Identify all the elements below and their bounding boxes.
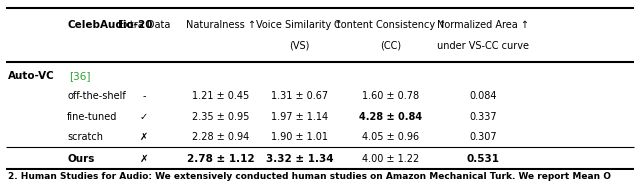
Text: -: - <box>142 91 146 101</box>
Text: ✗: ✗ <box>140 154 148 164</box>
Text: 1.21 ± 0.45: 1.21 ± 0.45 <box>192 91 250 101</box>
Text: 2.35 ± 0.95: 2.35 ± 0.95 <box>192 112 250 122</box>
Text: 1.90 ± 1.01: 1.90 ± 1.01 <box>271 132 328 142</box>
Text: [36]: [36] <box>69 71 91 81</box>
Text: (CC): (CC) <box>380 41 401 51</box>
Text: 0.337: 0.337 <box>469 112 497 122</box>
Text: Normalized Area ↑: Normalized Area ↑ <box>437 20 529 30</box>
Text: 4.00 ± 1.22: 4.00 ± 1.22 <box>362 154 419 164</box>
Text: 2.28 ± 0.94: 2.28 ± 0.94 <box>192 132 250 142</box>
Text: 1.60 ± 0.78: 1.60 ± 0.78 <box>362 91 419 101</box>
Text: under VS-CC curve: under VS-CC curve <box>437 41 529 51</box>
Text: 4.05 ± 0.96: 4.05 ± 0.96 <box>362 132 419 142</box>
Text: 3.32 ± 1.34: 3.32 ± 1.34 <box>266 154 333 164</box>
Text: off-the-shelf: off-the-shelf <box>67 91 126 101</box>
Text: CelebAudio-20: CelebAudio-20 <box>67 20 153 30</box>
Text: Ours: Ours <box>67 154 95 164</box>
Text: 2.78 ± 1.12: 2.78 ± 1.12 <box>187 154 255 164</box>
Text: 0.307: 0.307 <box>469 132 497 142</box>
Text: Extra Data: Extra Data <box>118 20 170 30</box>
Text: 0.531: 0.531 <box>467 154 500 164</box>
Text: 4.28 ± 0.84: 4.28 ± 0.84 <box>359 112 422 122</box>
Text: (VS): (VS) <box>289 41 310 51</box>
Text: 1.31 ± 0.67: 1.31 ± 0.67 <box>271 91 328 101</box>
Text: Naturalness ↑: Naturalness ↑ <box>186 20 256 30</box>
Text: 2. Human Studies for Audio: We extensively conducted human studies on Amazon Mec: 2. Human Studies for Audio: We extensive… <box>8 172 611 181</box>
Text: Auto-VC: Auto-VC <box>8 71 54 81</box>
Text: 1.97 ± 1.14: 1.97 ± 1.14 <box>271 112 328 122</box>
Text: Voice Similarity ↑: Voice Similarity ↑ <box>256 20 343 30</box>
Text: ✓: ✓ <box>140 112 148 122</box>
Text: 0.084: 0.084 <box>470 91 497 101</box>
Text: scratch: scratch <box>67 132 103 142</box>
Text: ✗: ✗ <box>140 132 148 142</box>
Text: fine-tuned: fine-tuned <box>67 112 118 122</box>
Text: Content Consistency ↑: Content Consistency ↑ <box>334 20 447 30</box>
